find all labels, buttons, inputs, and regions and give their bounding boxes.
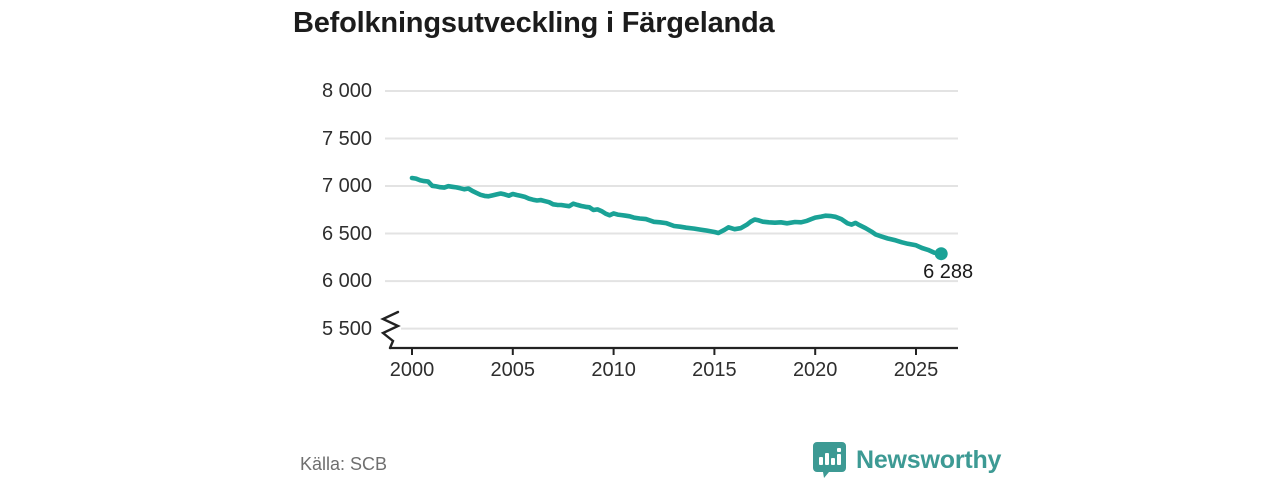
x-tick-label: 2010 <box>591 359 636 381</box>
y-tick-label: 8 000 <box>321 80 372 102</box>
y-tick-label: 7 000 <box>321 175 372 198</box>
x-tick-label: 2000 <box>389 359 435 381</box>
data-line <box>409 175 948 261</box>
source-note: Källa: SCB <box>300 454 388 474</box>
y-tick-label: 6 500 <box>321 222 372 245</box>
y-axis-break-icon <box>380 310 401 350</box>
y-tick-label: 5 500 <box>321 317 372 340</box>
gridlines <box>385 90 958 330</box>
y-tick-label: 7 500 <box>321 127 372 150</box>
x-axis <box>390 346 958 355</box>
x-tick-label: 2020 <box>792 359 838 381</box>
last-value-label: 6 288 <box>923 260 974 283</box>
newsworthy-logo: Newsworthy <box>812 441 1001 478</box>
x-tick-label: 2015 <box>692 359 737 381</box>
chart-title: Befolkningsutveckling i Färgelanda <box>293 7 775 39</box>
newsworthy-bubble-chart-icon <box>813 442 846 478</box>
brand-name: Newsworthy <box>856 445 1002 474</box>
y-tick-label: 6 000 <box>321 270 372 293</box>
x-tick-label: 2005 <box>490 359 536 381</box>
x-tick-label: 2025 <box>893 359 939 381</box>
